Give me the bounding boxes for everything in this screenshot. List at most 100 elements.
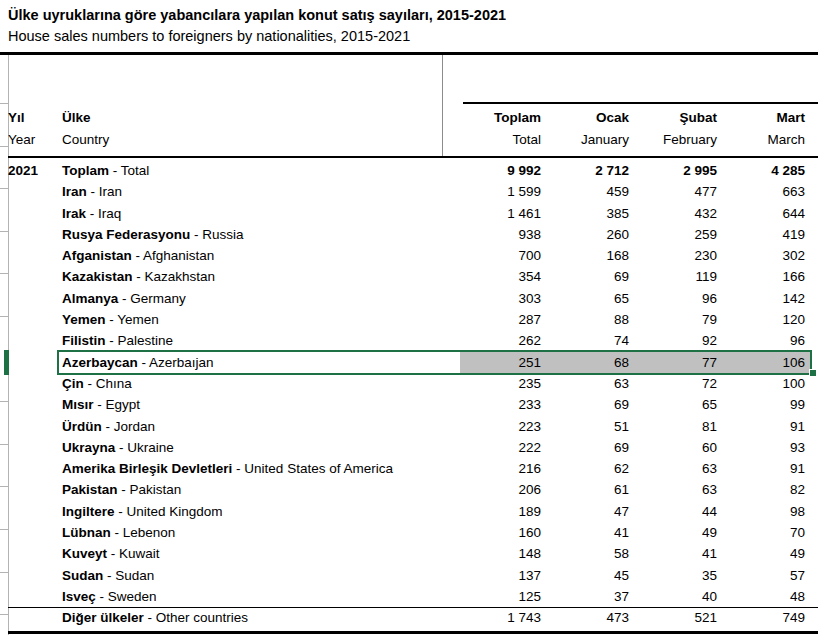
country-cell[interactable]: Afganistan - Afghanistan — [62, 245, 454, 266]
march-cell[interactable]: 96 — [724, 330, 812, 351]
total-column-subheader[interactable]: Total — [460, 129, 548, 151]
january-cell[interactable]: 63 — [548, 373, 636, 394]
country-cell[interactable]: Filistin - Palestine — [62, 330, 454, 351]
country-cell[interactable]: Toplam - Total — [62, 160, 454, 181]
total-cell[interactable]: 223 — [460, 416, 548, 437]
year-column-subheader[interactable]: Year — [8, 129, 35, 151]
february-cell[interactable]: 65 — [636, 394, 724, 415]
country-cell[interactable]: Amerika Birleşik Devletleri - United Sta… — [62, 458, 454, 479]
january-cell[interactable]: 74 — [548, 330, 636, 351]
january-cell[interactable]: 62 — [548, 458, 636, 479]
march-cell[interactable]: 91 — [724, 416, 812, 437]
february-cell[interactable]: 119 — [636, 266, 724, 287]
february-cell[interactable]: 81 — [636, 416, 724, 437]
january-cell[interactable]: 69 — [548, 266, 636, 287]
january-column-subheader[interactable]: January — [548, 129, 636, 151]
january-cell[interactable]: 69 — [548, 394, 636, 415]
february-cell[interactable]: 35 — [636, 565, 724, 586]
country-column-subheader[interactable]: Country — [62, 129, 109, 151]
country-cell[interactable]: Isveç - Sweden — [62, 586, 454, 607]
total-cell[interactable]: 148 — [460, 543, 548, 564]
march-column-header[interactable]: Mart — [724, 107, 812, 129]
january-cell[interactable]: 168 — [548, 245, 636, 266]
country-cell[interactable]: Iran - Iran — [62, 181, 454, 202]
table-row[interactable]: Lübnan - Lebenon 160 41 49 70 — [0, 522, 818, 543]
march-cell[interactable]: 57 — [724, 565, 812, 586]
selection-fill-handle[interactable] — [809, 369, 817, 377]
total-cell[interactable]: 137 — [460, 565, 548, 586]
total-cell[interactable]: 1 599 — [460, 181, 548, 202]
january-cell[interactable]: 51 — [548, 416, 636, 437]
country-cell[interactable]: Diğer ülkeler - Other countries — [62, 607, 454, 628]
total-cell[interactable]: 1 743 — [460, 607, 548, 628]
march-cell[interactable]: 663 — [724, 181, 812, 202]
march-cell[interactable]: 120 — [724, 309, 812, 330]
total-cell[interactable]: 125 — [460, 586, 548, 607]
march-cell[interactable]: 82 — [724, 479, 812, 500]
table-row[interactable]: Almanya - Germany 303 65 96 142 — [0, 288, 818, 309]
table-row[interactable]: Ingiltere - United Kingdom 189 47 44 98 — [0, 501, 818, 522]
february-cell[interactable]: 259 — [636, 224, 724, 245]
total-cell[interactable]: 262 — [460, 330, 548, 351]
january-cell[interactable]: 65 — [548, 288, 636, 309]
march-cell[interactable]: 49 — [724, 543, 812, 564]
country-cell[interactable]: Ukrayna - Ukraine — [62, 437, 454, 458]
country-cell[interactable]: Azerbaycan - Azerbaıjan — [62, 352, 454, 373]
january-cell[interactable]: 58 — [548, 543, 636, 564]
table-row[interactable]: Yemen - Yemen 287 88 79 120 — [0, 309, 818, 330]
january-cell[interactable]: 41 — [548, 522, 636, 543]
total-cell[interactable]: 206 — [460, 479, 548, 500]
total-cell[interactable]: 251 — [460, 352, 548, 373]
march-cell[interactable]: 99 — [724, 394, 812, 415]
table-row[interactable]: Afganistan - Afghanistan 700 168 230 302 — [0, 245, 818, 266]
total-cell[interactable]: 9 992 — [460, 160, 548, 181]
table-row[interactable]: Sudan - Sudan 137 45 35 57 — [0, 565, 818, 586]
february-cell[interactable]: 521 — [636, 607, 724, 628]
january-cell[interactable]: 2 712 — [548, 160, 636, 181]
february-column-subheader[interactable]: February — [636, 129, 724, 151]
country-cell[interactable]: Sudan - Sudan — [62, 565, 454, 586]
january-cell[interactable]: 88 — [548, 309, 636, 330]
february-cell[interactable]: 96 — [636, 288, 724, 309]
table-row[interactable]: Mısır - Egypt 233 69 65 99 — [0, 394, 818, 415]
year-cell[interactable]: 2021 — [8, 160, 38, 181]
year-column-header[interactable]: Yıl — [8, 107, 25, 129]
february-cell[interactable]: 40 — [636, 586, 724, 607]
table-row[interactable]: Çin - Chına 235 63 72 100 — [0, 373, 818, 394]
march-cell[interactable]: 93 — [724, 437, 812, 458]
march-cell[interactable]: 4 285 — [724, 160, 812, 181]
january-cell[interactable]: 473 — [548, 607, 636, 628]
selected-row-indicator[interactable] — [4, 350, 9, 375]
march-cell[interactable]: 419 — [724, 224, 812, 245]
january-cell[interactable]: 37 — [548, 586, 636, 607]
january-cell[interactable]: 260 — [548, 224, 636, 245]
february-cell[interactable]: 44 — [636, 501, 724, 522]
country-cell[interactable]: Rusya Federasyonu - Russia — [62, 224, 454, 245]
january-column-header[interactable]: Ocak — [548, 107, 636, 129]
country-cell[interactable]: Kazakistan - Kazakhstan — [62, 266, 454, 287]
january-cell[interactable]: 459 — [548, 181, 636, 202]
table-row[interactable]: Amerika Birleşik Devletleri - United Sta… — [0, 458, 818, 479]
february-cell[interactable]: 63 — [636, 458, 724, 479]
february-cell[interactable]: 72 — [636, 373, 724, 394]
february-cell[interactable]: 49 — [636, 522, 724, 543]
country-cell[interactable]: Almanya - Germany — [62, 288, 454, 309]
table-row-selected[interactable]: Azerbaycan - Azerbaıjan 251 68 77 106 — [0, 352, 818, 373]
february-cell[interactable]: 432 — [636, 203, 724, 224]
march-cell[interactable]: 106 — [724, 352, 812, 373]
march-cell[interactable]: 98 — [724, 501, 812, 522]
february-column-header[interactable]: Şubat — [636, 107, 724, 129]
march-cell[interactable]: 142 — [724, 288, 812, 309]
table-row[interactable]: Filistin - Palestine 262 74 92 96 — [0, 330, 818, 351]
table-row[interactable]: Irak - Iraq 1 461 385 432 644 — [0, 203, 818, 224]
total-column-header[interactable]: Toplam — [460, 107, 548, 129]
march-cell[interactable]: 91 — [724, 458, 812, 479]
february-cell[interactable]: 92 — [636, 330, 724, 351]
total-cell[interactable]: 222 — [460, 437, 548, 458]
january-cell[interactable]: 385 — [548, 203, 636, 224]
country-cell[interactable]: Mısır - Egypt — [62, 394, 454, 415]
february-cell[interactable]: 77 — [636, 352, 724, 373]
total-cell[interactable]: 1 461 — [460, 203, 548, 224]
total-cell[interactable]: 160 — [460, 522, 548, 543]
country-cell[interactable]: Ingiltere - United Kingdom — [62, 501, 454, 522]
